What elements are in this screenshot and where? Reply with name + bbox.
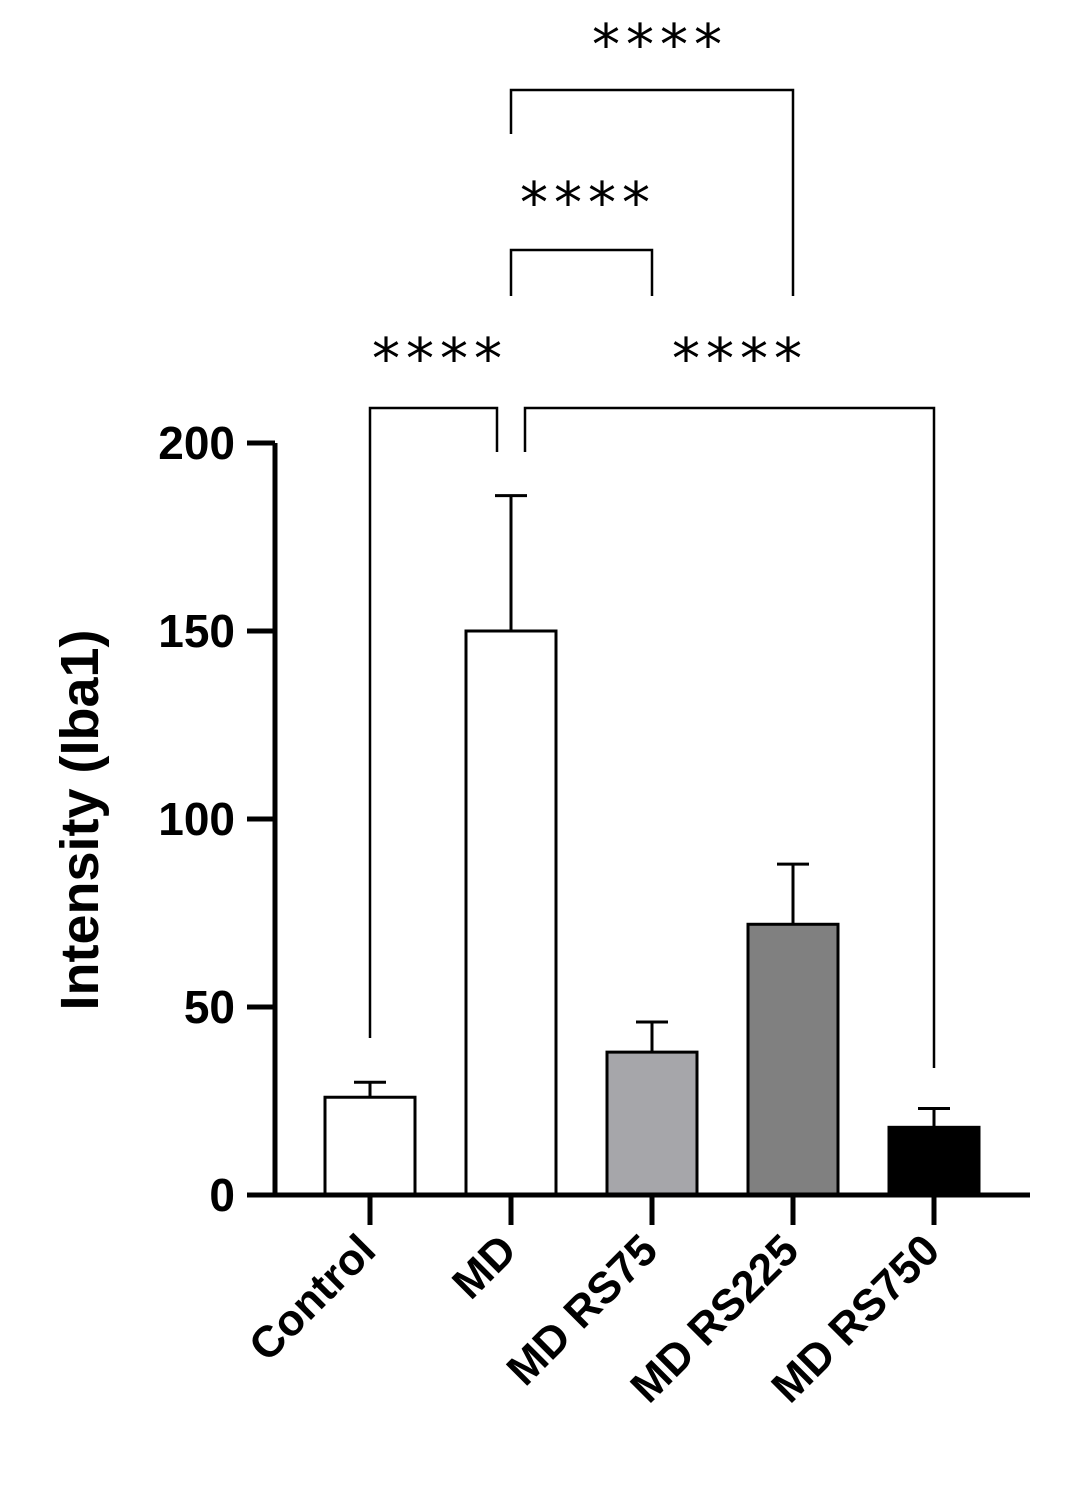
significance-brackets: **** **** **** **** <box>368 13 936 1068</box>
significance-bracket <box>509 248 654 296</box>
significance-bracket <box>509 88 795 296</box>
bar-md-rs75 <box>605 1050 699 1197</box>
significance-label: **** <box>672 327 808 392</box>
y-tick-label: 100 <box>158 793 235 845</box>
significance-label: **** <box>592 13 728 78</box>
x-tick-label: MD <box>443 1225 526 1308</box>
significance-label: **** <box>372 327 508 392</box>
y-tick-label: 150 <box>158 605 235 657</box>
bar-md-rs225 <box>746 922 840 1197</box>
y-tick-label: 0 <box>209 1169 235 1221</box>
bars-layer <box>323 494 981 1197</box>
y-tick-label: 50 <box>184 981 235 1033</box>
bar-md <box>464 629 558 1197</box>
significance-bracket <box>523 406 936 1068</box>
significance-label: **** <box>520 171 656 236</box>
bar-md-rs750 <box>887 1125 981 1197</box>
significance-bracket <box>368 406 499 1038</box>
y-axis-title: Intensity (Iba1) <box>50 629 110 1010</box>
x-tick-label: Control <box>240 1225 385 1370</box>
bar-control <box>323 1095 417 1197</box>
y-tick-label: 200 <box>158 417 235 469</box>
